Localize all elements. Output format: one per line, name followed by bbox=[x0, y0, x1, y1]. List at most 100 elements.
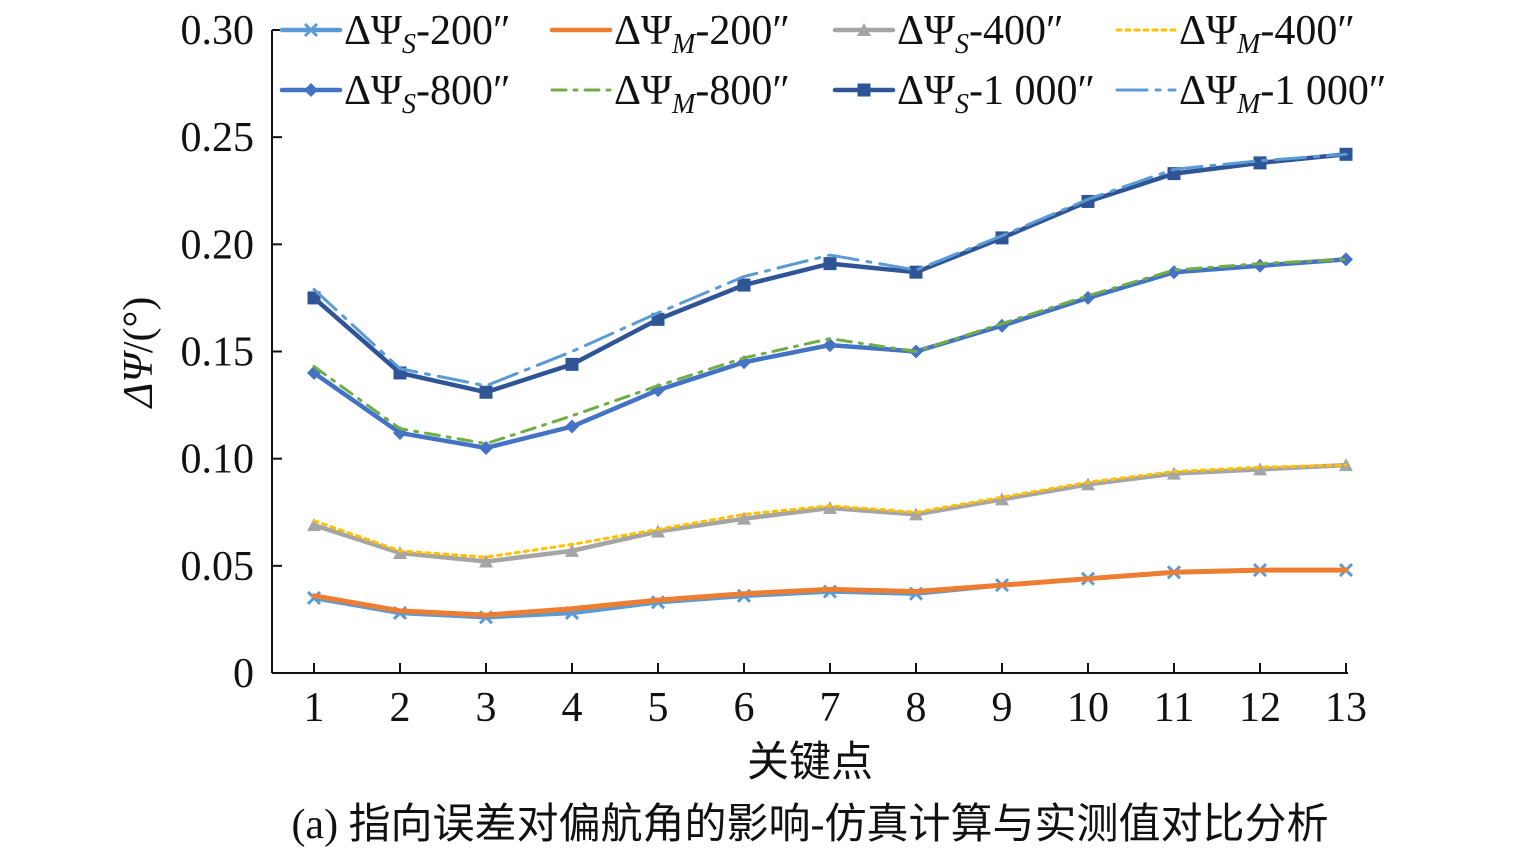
y-axis-title: ΔΨ/(°) bbox=[116, 297, 162, 410]
series-2-point bbox=[393, 545, 407, 559]
legend-label-sub: S bbox=[955, 29, 969, 60]
series-2-point bbox=[995, 492, 1009, 506]
x-tick-label: 2 bbox=[390, 685, 411, 731]
series-2-point bbox=[737, 511, 751, 525]
x-tick-label: 10 bbox=[1067, 685, 1109, 731]
series-4-point bbox=[823, 338, 837, 353]
legend-label-base: ΔΨ bbox=[614, 68, 672, 114]
legend-label-suffix: -800″ bbox=[416, 68, 510, 114]
series-1-line bbox=[311, 567, 1349, 618]
legend-label-base: ΔΨ bbox=[1179, 8, 1237, 54]
x-tick-label: 5 bbox=[648, 685, 669, 731]
series-2-point bbox=[1167, 466, 1181, 480]
series-6-point bbox=[823, 257, 837, 271]
series-2-point bbox=[479, 554, 493, 568]
series-6-point bbox=[857, 83, 871, 97]
legend-label-sub: S bbox=[402, 29, 416, 60]
series-7-line bbox=[312, 152, 1348, 388]
y-tick-label: 0.10 bbox=[181, 437, 255, 483]
series-2-point bbox=[1253, 462, 1267, 476]
y-axis-title-unit: /(°) bbox=[116, 297, 162, 353]
x-tick-label: 8 bbox=[906, 685, 927, 731]
legend-label: ΔΨM-800″ bbox=[614, 68, 790, 120]
series-4-point bbox=[1339, 252, 1353, 267]
legend-item-7: ΔΨM-1 000″ bbox=[1115, 68, 1386, 120]
series-4-point bbox=[304, 83, 318, 97]
legend-label-base: ΔΨ bbox=[344, 8, 402, 54]
legend-label-suffix: -1 000″ bbox=[969, 68, 1095, 114]
legend-label-sub: S bbox=[955, 89, 969, 120]
series-2-point bbox=[307, 518, 321, 532]
series-4-point bbox=[565, 419, 579, 434]
legend-label: ΔΨM-400″ bbox=[1179, 8, 1355, 60]
series-3 bbox=[312, 463, 1348, 559]
x-tick-label: 3 bbox=[476, 685, 497, 731]
legend-item-0: ΔΨS-200″ bbox=[279, 8, 510, 60]
series-2-point bbox=[565, 543, 579, 557]
axes bbox=[271, 30, 1348, 674]
series-3-line bbox=[312, 463, 1348, 559]
y-ticks: 0 0.05 0.10 0.15 0.20 0.25 0.30 bbox=[181, 8, 282, 697]
series-0-line bbox=[311, 567, 1349, 620]
series-1 bbox=[311, 567, 1349, 618]
legend-label-base: ΔΨ bbox=[897, 8, 955, 54]
series-6-point bbox=[737, 278, 751, 292]
legend-label-suffix: -800″ bbox=[695, 68, 789, 114]
legend-item-6: ΔΨS-1 000″ bbox=[832, 68, 1095, 120]
legend-label: ΔΨS-1 000″ bbox=[897, 68, 1095, 120]
series-4-point bbox=[1253, 258, 1267, 273]
series-2-point bbox=[909, 507, 923, 521]
legend-label: ΔΨS-400″ bbox=[897, 8, 1063, 60]
series-2-point bbox=[823, 500, 837, 514]
legend-label-suffix: -400″ bbox=[1260, 8, 1354, 54]
x-tick-label: 1 bbox=[304, 685, 325, 731]
x-tick-label: 7 bbox=[820, 685, 841, 731]
series-layer bbox=[306, 147, 1354, 625]
legend-item-4: ΔΨS-800″ bbox=[279, 68, 510, 120]
series-6 bbox=[307, 147, 1353, 399]
series-5 bbox=[312, 257, 1348, 446]
legend-label-base: ΔΨ bbox=[614, 8, 672, 54]
y-tick-label: 0.15 bbox=[181, 330, 255, 376]
legend-label: ΔΨS-800″ bbox=[344, 68, 510, 120]
y-tick-label: 0.25 bbox=[181, 115, 255, 161]
x-tick-label: 4 bbox=[562, 685, 583, 731]
x-ticks: 1 2 3 4 5 6 7 8 9 10 11 12 13 bbox=[304, 663, 1367, 731]
legend-label-sub: M bbox=[1236, 29, 1262, 60]
legend: ΔΨS-200″ ΔΨM-200″ ΔΨS-400″ ΔΨM-400″ΔΨS-800″… bbox=[279, 8, 1386, 120]
series-5-line bbox=[312, 257, 1348, 446]
series-6-point bbox=[1253, 156, 1267, 170]
series-4 bbox=[307, 252, 1353, 455]
x-tick-label: 11 bbox=[1154, 685, 1194, 731]
x-tick-label: 6 bbox=[734, 685, 755, 731]
x-tick-label: 12 bbox=[1239, 685, 1281, 731]
legend-label-base: ΔΨ bbox=[344, 68, 402, 114]
legend-label-sub: M bbox=[671, 89, 697, 120]
legend-label-suffix: -200″ bbox=[416, 8, 510, 54]
legend-label: ΔΨM-1 000″ bbox=[1179, 68, 1386, 120]
series-2 bbox=[307, 458, 1353, 568]
series-6-point bbox=[565, 357, 579, 371]
x-tick-label: 13 bbox=[1325, 685, 1367, 731]
x-tick-label: 9 bbox=[992, 685, 1013, 731]
series-2-point bbox=[857, 23, 871, 36]
y-tick-label: 0 bbox=[233, 651, 254, 697]
legend-label-sub: S bbox=[402, 89, 416, 120]
series-2-point bbox=[651, 524, 665, 538]
series-6-line bbox=[311, 152, 1349, 395]
legend-label-suffix: -400″ bbox=[969, 8, 1063, 54]
series-7 bbox=[312, 152, 1348, 388]
legend-item-3: ΔΨM-400″ bbox=[1115, 8, 1355, 60]
legend-item-5: ΔΨM-800″ bbox=[550, 68, 790, 120]
legend-label: ΔΨM-200″ bbox=[614, 8, 790, 60]
y-tick-label: 0.05 bbox=[181, 544, 255, 590]
series-4-line bbox=[311, 257, 1349, 451]
legend-label-base: ΔΨ bbox=[897, 68, 955, 114]
legend-label-sub: M bbox=[671, 29, 697, 60]
series-6-point bbox=[307, 291, 321, 305]
legend-label-suffix: -1 000″ bbox=[1260, 68, 1386, 114]
legend-label-suffix: -200″ bbox=[695, 8, 789, 54]
series-0-point bbox=[303, 22, 319, 38]
legend-label-sub: M bbox=[1236, 89, 1262, 120]
